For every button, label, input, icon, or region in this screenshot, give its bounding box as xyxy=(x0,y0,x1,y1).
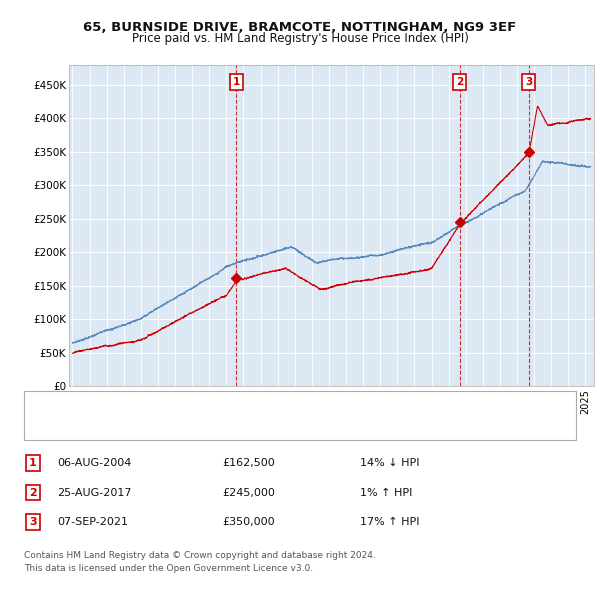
Text: ———: ——— xyxy=(26,419,64,432)
Text: £245,000: £245,000 xyxy=(222,488,275,497)
Text: 1: 1 xyxy=(29,458,37,468)
Text: 3: 3 xyxy=(29,517,37,527)
Text: 2: 2 xyxy=(456,77,463,87)
Text: £350,000: £350,000 xyxy=(222,517,275,527)
Text: 65, BURNSIDE DRIVE, BRAMCOTE, NOTTINGHAM, NG9 3EF (detached house): 65, BURNSIDE DRIVE, BRAMCOTE, NOTTINGHAM… xyxy=(69,399,466,409)
Text: £162,500: £162,500 xyxy=(222,458,275,468)
Text: HPI: Average price, detached house, Broxtowe: HPI: Average price, detached house, Brox… xyxy=(69,421,311,431)
Text: 06-AUG-2004: 06-AUG-2004 xyxy=(57,458,131,468)
Text: Price paid vs. HM Land Registry's House Price Index (HPI): Price paid vs. HM Land Registry's House … xyxy=(131,32,469,45)
Text: 3: 3 xyxy=(525,77,532,87)
Text: 07-SEP-2021: 07-SEP-2021 xyxy=(57,517,128,527)
Text: 17% ↑ HPI: 17% ↑ HPI xyxy=(360,517,419,527)
Text: 1: 1 xyxy=(233,77,240,87)
Text: 25-AUG-2017: 25-AUG-2017 xyxy=(57,488,131,497)
Text: 2: 2 xyxy=(29,488,37,497)
Text: 65, BURNSIDE DRIVE, BRAMCOTE, NOTTINGHAM, NG9 3EF: 65, BURNSIDE DRIVE, BRAMCOTE, NOTTINGHAM… xyxy=(83,21,517,34)
Text: This data is licensed under the Open Government Licence v3.0.: This data is licensed under the Open Gov… xyxy=(24,564,313,573)
Text: 1% ↑ HPI: 1% ↑ HPI xyxy=(360,488,412,497)
Text: 14% ↓ HPI: 14% ↓ HPI xyxy=(360,458,419,468)
Text: ———: ——— xyxy=(26,398,64,411)
Text: Contains HM Land Registry data © Crown copyright and database right 2024.: Contains HM Land Registry data © Crown c… xyxy=(24,550,376,559)
